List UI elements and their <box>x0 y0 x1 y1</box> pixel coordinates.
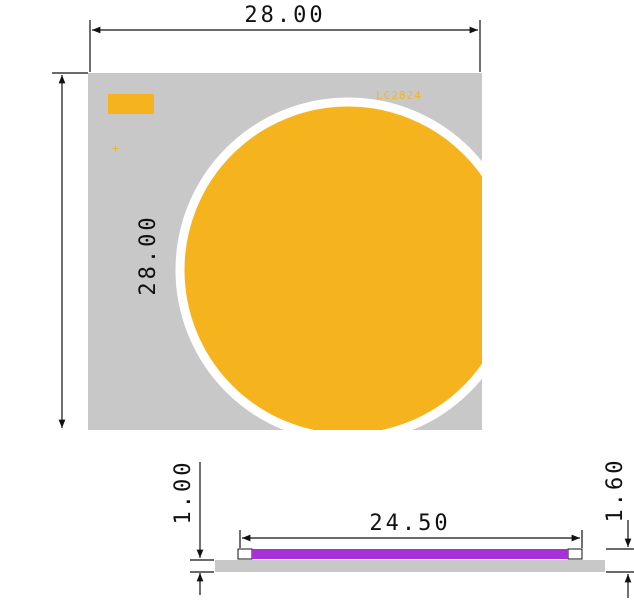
side-pad <box>237 548 253 560</box>
pad <box>108 94 154 114</box>
side-substrate <box>215 560 605 572</box>
emitter-width: 24.50 <box>369 511 450 536</box>
side-thickness: 1.00 <box>171 460 196 525</box>
model-label: LC2824 <box>376 89 422 102</box>
emitter-area <box>175 97 482 430</box>
total-thickness: 1.60 <box>603 458 628 523</box>
side-pad <box>567 548 583 560</box>
top-width: 28.00 <box>244 3 325 28</box>
side-emitter <box>252 549 568 559</box>
left-height: 28.00 <box>136 214 161 295</box>
plus-mark: + <box>112 141 119 155</box>
